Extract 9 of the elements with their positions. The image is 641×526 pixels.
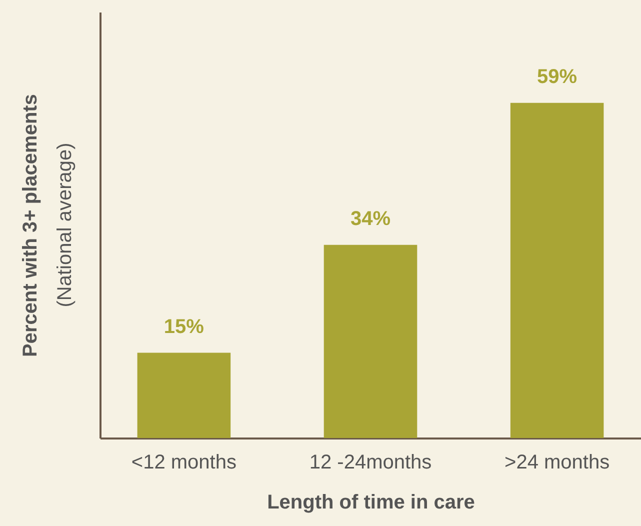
x-tick-label: 12 -24months <box>309 452 432 474</box>
data-label: 59% <box>537 66 578 88</box>
y-axis-title: Percent with 3+ placements <box>20 94 42 357</box>
x-tick-label: >24 months <box>504 452 610 474</box>
text: (National average) <box>54 142 76 308</box>
data-label: 34% <box>350 208 391 230</box>
x-axis-title: Length of time in care <box>267 492 475 514</box>
data-label: 15% <box>164 316 204 338</box>
x-tick-label: <12 months <box>131 452 236 474</box>
